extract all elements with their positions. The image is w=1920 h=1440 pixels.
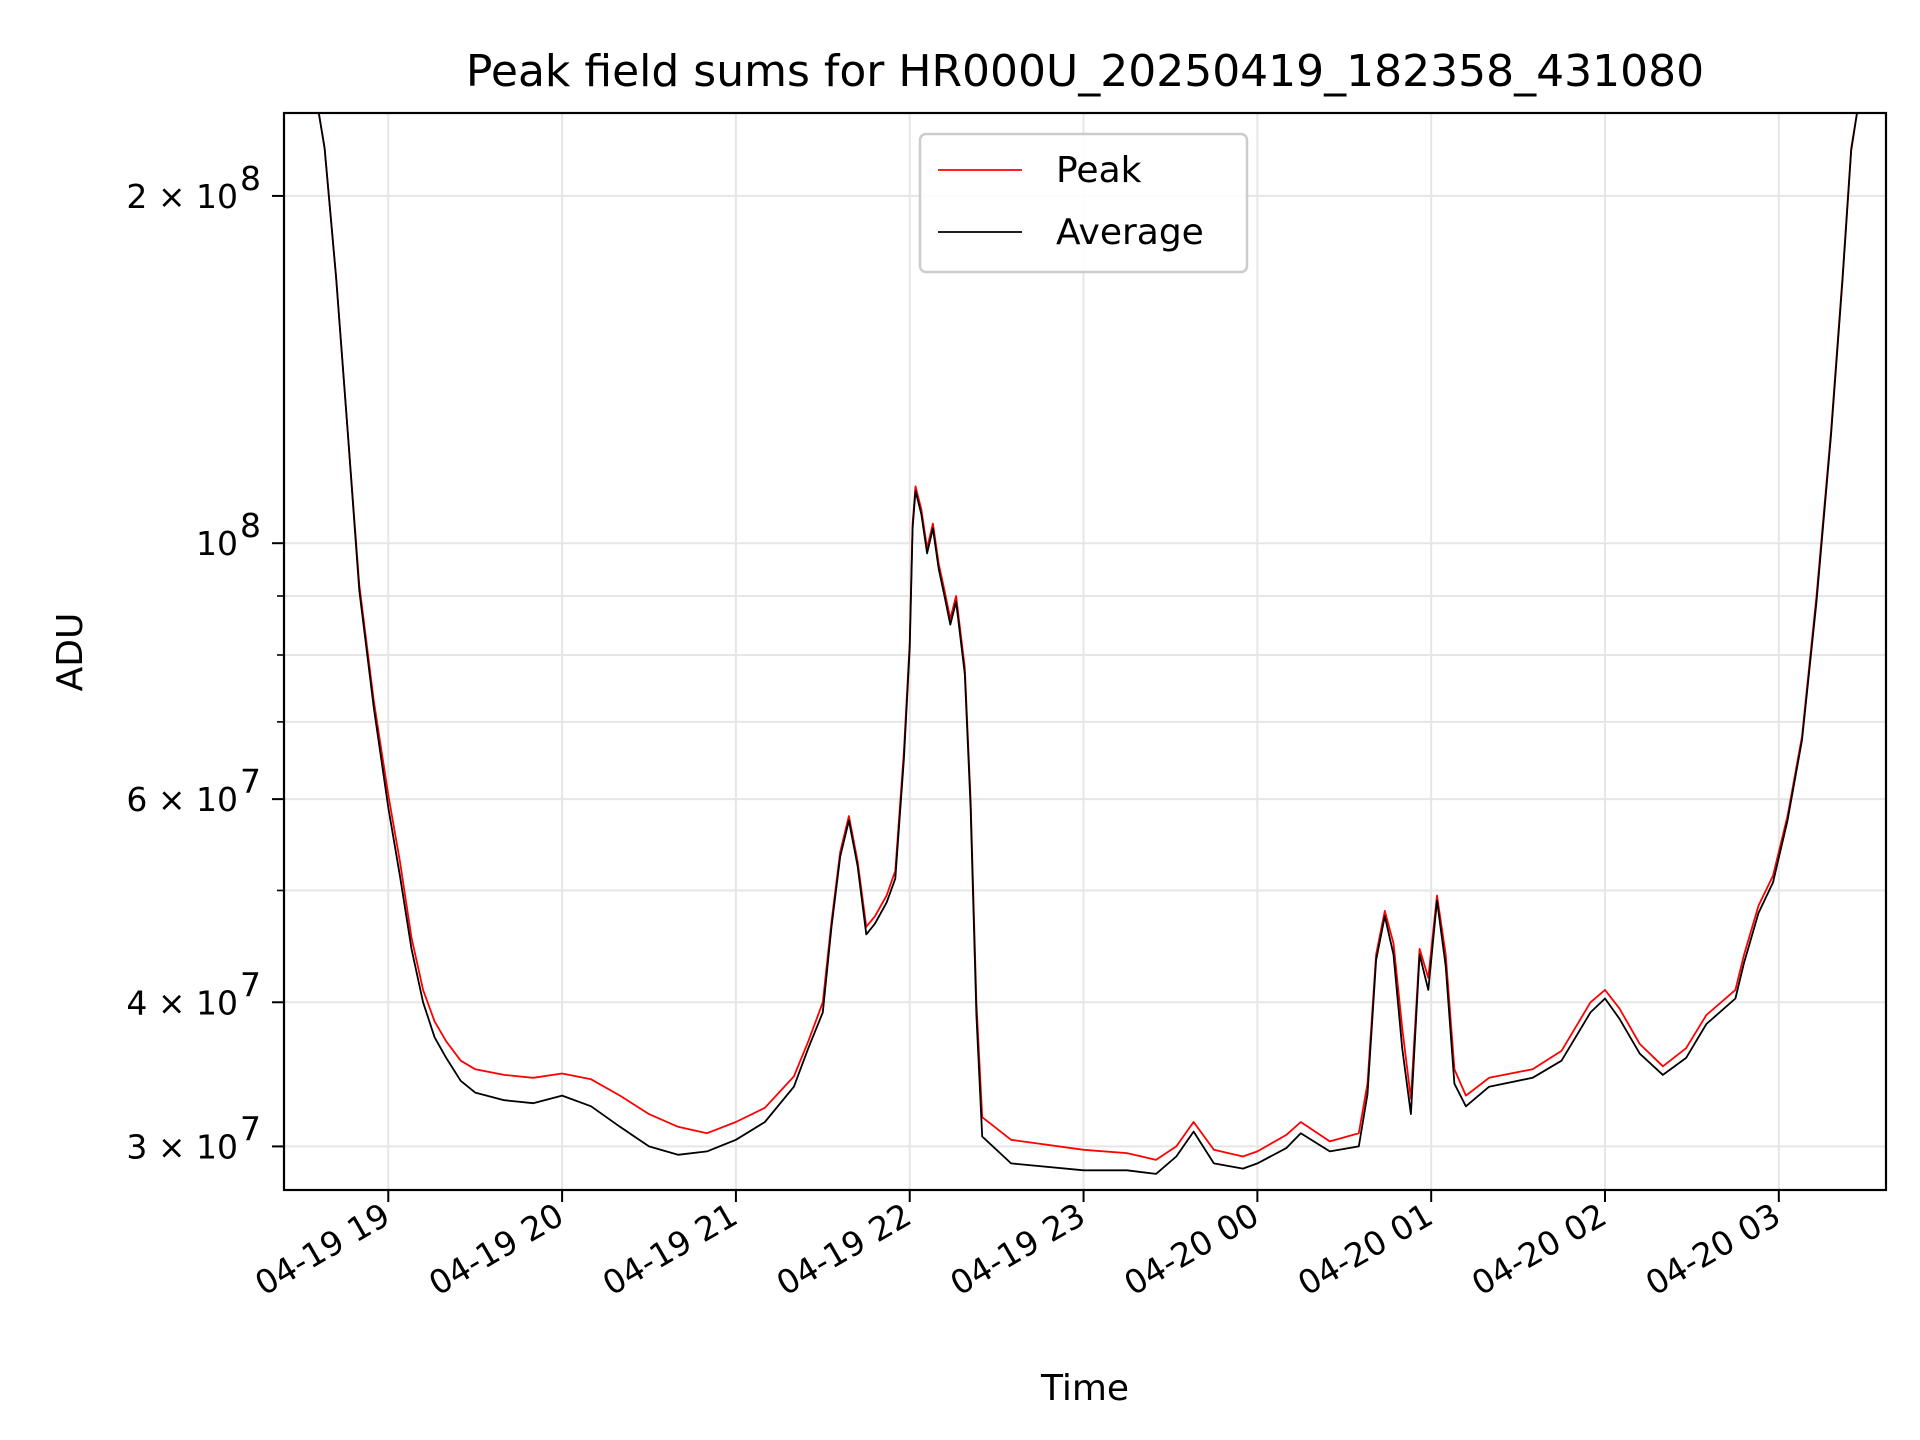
y-tick-label-exponent: 7: [240, 1109, 261, 1148]
y-tick-label: 4 × 10 7: [126, 965, 261, 1022]
y-tick-label-exponent: 7: [240, 762, 261, 801]
series-layer: [317, 113, 1858, 1175]
y-axis-label: ADU: [50, 613, 91, 692]
y-tick-label-base: 10: [196, 524, 238, 563]
plot-frame: [282, 111, 1888, 1192]
y-tick-label-base: 3 × 10: [126, 1127, 238, 1166]
y-tick-label: 6 × 10 7: [126, 762, 261, 819]
legend-label-average: Average: [1056, 212, 1204, 253]
y-tick-label-exponent: 8: [240, 159, 261, 198]
series-line-average: [317, 113, 1858, 1175]
legend-box: [918, 132, 1249, 274]
legend: Peak Average: [918, 132, 1249, 274]
y-tick-label-base: 2 × 10: [126, 177, 238, 216]
y-tick-label-base: 6 × 10: [126, 780, 238, 819]
legend-label-peak: Peak: [1056, 150, 1142, 191]
y-tick-label: 2 × 10 8: [126, 159, 261, 216]
x-axis-label: Time: [1040, 1368, 1129, 1409]
y-tick-label: 10 8: [196, 506, 261, 563]
axis-ticks: [272, 194, 1780, 1202]
chart-title: Peak field sums for HR000U_20250419_1823…: [466, 46, 1704, 97]
y-tick-label-base: 4 × 10: [126, 983, 238, 1022]
y-tick-label: 3 × 10 7: [126, 1109, 261, 1166]
y-tick-label-exponent: 8: [240, 506, 261, 545]
y-tick-label-exponent: 7: [240, 965, 261, 1004]
